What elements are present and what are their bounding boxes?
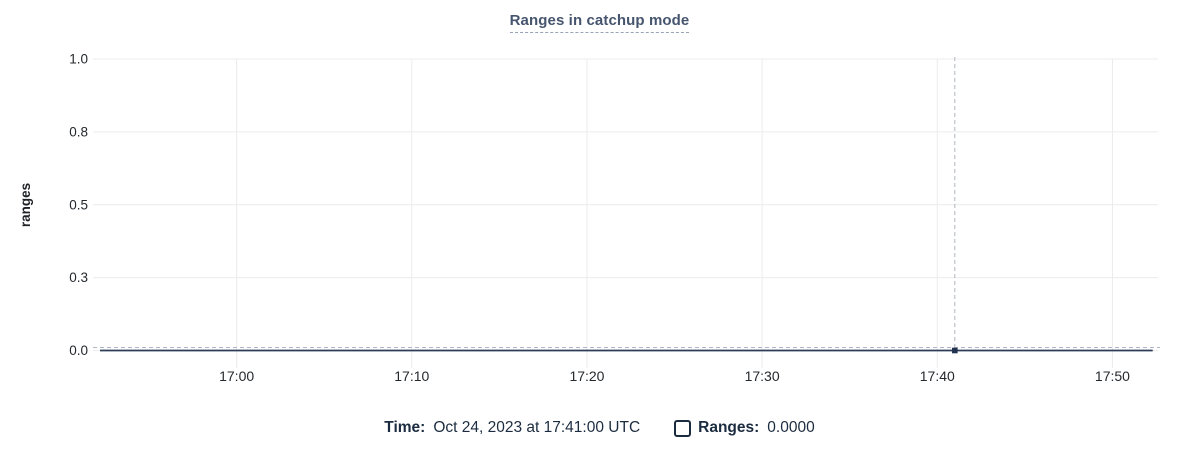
x-tick-label: 17:40 — [920, 368, 955, 384]
hover-time: Time: Oct 24, 2023 at 17:41:00 UTC — [384, 419, 640, 437]
x-tick-label: 17:00 — [219, 368, 254, 384]
ranges-checkbox[interactable] — [674, 419, 692, 437]
y-axis-title: ranges — [18, 183, 33, 227]
y-tick-label: 0.8 — [69, 124, 88, 139]
x-tick-label: 17:30 — [745, 368, 780, 384]
chart-title-row: Ranges in catchup mode — [0, 12, 1199, 33]
chart-canvas[interactable]: 0.0 0.3 0.5 0.8 1.0 17:00 17:10 17:20 17:30 17:4… — [0, 0, 1199, 410]
time-label: Time: — [384, 419, 426, 436]
grid-vertical-lines — [236, 59, 1113, 368]
cursor-crosshair — [93, 57, 1160, 354]
legend-series-ranges[interactable]: Ranges: 0.0000 — [674, 419, 815, 437]
ranges-label: Ranges: — [698, 419, 760, 436]
x-tick-label: 17:10 — [394, 368, 429, 384]
hovered-data-point — [952, 347, 958, 354]
x-tick-label: 17:50 — [1095, 368, 1130, 384]
x-axis-tick-labels: 17:00 17:10 17:20 17:30 17:40 17:50 — [219, 368, 1130, 384]
y-tick-label: 0.0 — [69, 343, 88, 358]
time-value: Oct 24, 2023 at 17:41:00 UTC — [433, 419, 641, 436]
y-tick-label: 0.5 — [69, 197, 88, 212]
chart-title[interactable]: Ranges in catchup mode — [509, 12, 690, 33]
y-tick-label: 1.0 — [69, 52, 88, 67]
hover-legend: Time: Oct 24, 2023 at 17:41:00 UTC Range… — [0, 419, 1199, 437]
x-tick-label: 17:20 — [569, 368, 604, 384]
y-tick-label: 0.3 — [69, 270, 88, 285]
ranges-value: 0.0000 — [767, 419, 815, 436]
grid-horizontal-lines — [93, 58, 1158, 351]
y-axis-tick-labels: 0.0 0.3 0.5 0.8 1.0 — [69, 52, 88, 359]
